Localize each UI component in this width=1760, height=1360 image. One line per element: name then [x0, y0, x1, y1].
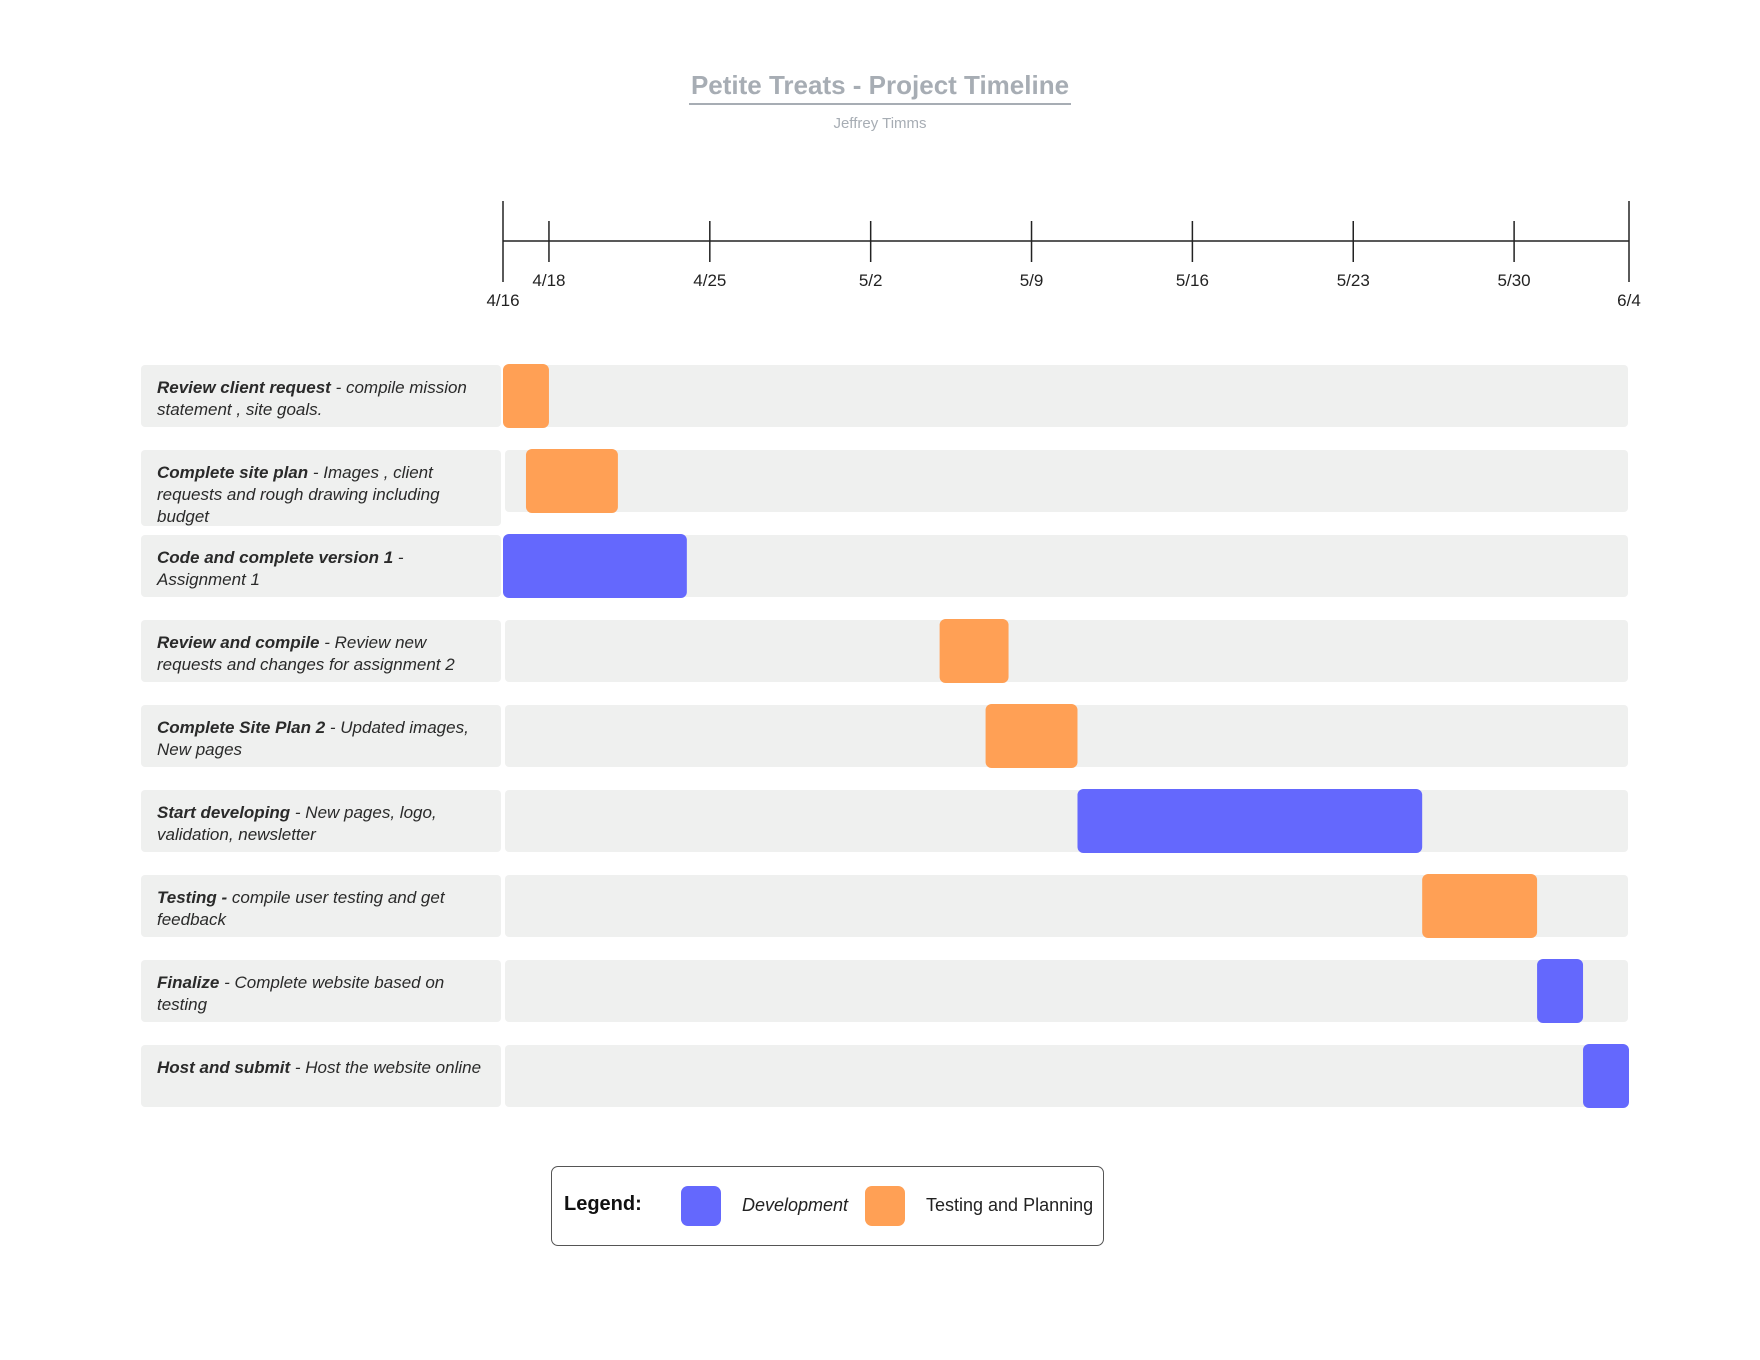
- legend: Legend: Development Testing and Planning: [551, 1166, 1104, 1246]
- task-bar: [503, 534, 687, 598]
- task-track: [505, 1045, 1628, 1107]
- task-bar: [1583, 1044, 1629, 1108]
- task-label: Review client request - compile mission …: [141, 365, 501, 427]
- axis-tick-label: 4/16: [486, 291, 519, 310]
- task-detail: compile user testing and get feedback: [157, 888, 445, 929]
- task-title: Code and complete version 1: [157, 548, 394, 567]
- task-bar: [1537, 959, 1584, 1023]
- task-track: [505, 790, 1628, 852]
- task-label: Host and submit - Host the website onlin…: [141, 1045, 501, 1107]
- task-label: Finalize - Complete website based on tes…: [141, 960, 501, 1022]
- task-title: Host and submit: [157, 1058, 291, 1077]
- task-detail: - Complete website based on testing: [157, 973, 445, 1014]
- task-title: Testing -: [157, 888, 228, 907]
- task-detail: - Assignment 1: [157, 548, 404, 589]
- task-track: [505, 365, 1628, 427]
- axis-tick-label: 5/2: [859, 271, 883, 290]
- axis-tick-label: 5/23: [1337, 271, 1370, 290]
- task-bar: [1422, 874, 1538, 938]
- legend-swatch-testing-planning: [865, 1186, 905, 1226]
- axis-tick-label: 5/30: [1498, 271, 1531, 290]
- task-label: Testing - compile user testing and get f…: [141, 875, 501, 937]
- task-bar: [985, 704, 1078, 768]
- axis-tick-label: 5/16: [1176, 271, 1209, 290]
- task-label: Complete site plan - Images , client req…: [141, 450, 501, 526]
- axis-tick-label: 4/25: [693, 271, 726, 290]
- task-label: Complete Site Plan 2 - Updated images, N…: [141, 705, 501, 767]
- task-track: [505, 620, 1628, 682]
- task-title: Start developing: [157, 803, 291, 822]
- task-detail: - Review new requests and changes for as…: [157, 633, 455, 674]
- task-title: Finalize: [157, 973, 225, 992]
- legend-title: Legend:: [564, 1193, 642, 1215]
- task-label: Code and complete version 1 - Assignment…: [141, 535, 501, 597]
- task-bar: [1077, 789, 1423, 853]
- task-track: [505, 960, 1628, 1022]
- task-detail: - New pages, logo, validation, newslette…: [157, 803, 437, 844]
- task-bar: [503, 364, 549, 428]
- task-bar: [525, 449, 618, 513]
- task-detail: - compile mission statement , site goals…: [157, 378, 467, 419]
- task-detail: - Updated images, New pages: [157, 718, 469, 759]
- task-title: Complete site plan: [157, 463, 309, 482]
- task-track: [505, 450, 1628, 512]
- task-track: [505, 535, 1628, 597]
- chart-title: Petite Treats - Project Timeline: [688, 70, 1072, 105]
- axis-tick-label: 6/4: [1617, 291, 1641, 310]
- axis-tick-label: 4/18: [532, 271, 565, 290]
- task-detail: - Host the website online: [290, 1058, 482, 1077]
- task-title: Complete Site Plan 2: [157, 718, 326, 737]
- task-title: Review client request: [157, 378, 331, 397]
- task-detail: - Images , client requests and rough dra…: [157, 463, 440, 526]
- task-track: [505, 875, 1628, 937]
- legend-label-development: Development: [742, 1195, 849, 1215]
- task-label: Review and compile - Review new requests…: [141, 620, 501, 682]
- legend-swatch-development: [681, 1186, 721, 1226]
- chart-subtitle: Jeffrey Timms: [833, 115, 927, 132]
- task-label: Start developing - New pages, logo, vali…: [141, 790, 501, 852]
- legend-label-testing-planning: Testing and Planning: [926, 1195, 1094, 1215]
- axis-tick-label: 5/9: [1020, 271, 1044, 290]
- task-title: Review and compile: [157, 633, 325, 652]
- task-bar: [939, 619, 1009, 683]
